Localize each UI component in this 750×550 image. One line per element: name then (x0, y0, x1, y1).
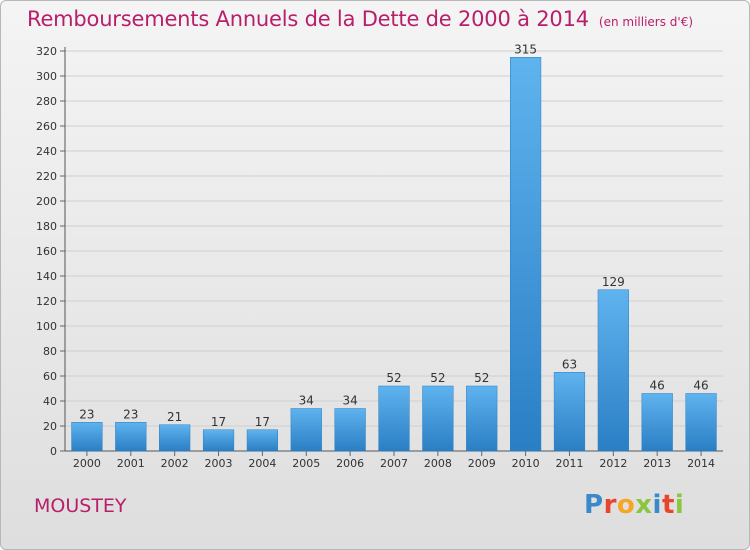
data-label: 129 (602, 275, 625, 289)
logo-letter: o (616, 490, 636, 520)
x-tick-label: 2005 (292, 457, 320, 470)
y-tick-label: 180 (36, 220, 57, 233)
x-tick-label: 2010 (512, 457, 540, 470)
y-tick-label: 260 (36, 120, 57, 133)
logo-letter: x (635, 490, 653, 520)
x-tick-label: 2013 (643, 457, 671, 470)
x-tick-label: 2001 (117, 457, 145, 470)
bar (597, 289, 629, 452)
y-tick-label: 40 (43, 395, 57, 408)
data-label: 23 (123, 407, 138, 421)
bar (71, 422, 103, 452)
y-tick-label: 120 (36, 295, 57, 308)
bar (685, 393, 717, 452)
x-tick-label: 2000 (73, 457, 101, 470)
y-tick-label: 20 (43, 420, 57, 433)
data-label: 46 (693, 379, 708, 393)
bar-chart: 23 23 21 17 17 34 34 52 52 52 315 63 129 46 46 0 20 40 60… (36, 42, 723, 470)
bar (641, 393, 673, 452)
chart-title: Remboursements Annuels de la Dette de 20… (27, 7, 589, 31)
bar (290, 408, 322, 452)
bar (509, 57, 542, 452)
bar (378, 385, 410, 452)
data-labels: 23 23 21 17 17 34 34 52 52 52 315 63 129 46 46 (79, 42, 708, 429)
y-tick-label: 0 (50, 445, 57, 458)
y-tick-label: 220 (36, 170, 57, 183)
y-tick-label: 140 (36, 270, 57, 283)
bar (159, 424, 191, 452)
bar (466, 385, 498, 452)
data-label: 315 (514, 42, 537, 56)
x-tick-label: 2008 (424, 457, 452, 470)
data-label: 17 (211, 415, 226, 429)
bars (71, 57, 717, 452)
data-label: 63 (562, 357, 577, 371)
bar (246, 429, 279, 452)
y-tick-label: 100 (36, 320, 57, 333)
tick-labels: 0 20 40 60 80 100 120 140 160 180 200 220 240 260 280 3… (36, 45, 715, 470)
x-tick-label: 2007 (380, 457, 408, 470)
x-tick-label: 2003 (205, 457, 233, 470)
y-tick-label: 300 (36, 70, 57, 83)
logo-letter: i (674, 490, 685, 520)
bar (202, 429, 235, 452)
data-label: 21 (167, 410, 182, 424)
bar (553, 372, 586, 452)
bar (422, 385, 454, 452)
x-tick-label: 2012 (599, 457, 627, 470)
logo-letter: P (584, 490, 604, 520)
data-label: 23 (79, 407, 94, 421)
x-tick-label: 2002 (161, 457, 189, 470)
y-tick-label: 320 (36, 45, 57, 58)
data-label: 46 (650, 379, 665, 393)
x-tick-label: 2004 (248, 457, 276, 470)
x-tick-label: 2006 (336, 457, 364, 470)
bar (334, 408, 366, 452)
y-tick-label: 160 (36, 245, 57, 258)
logo-letter: t (661, 490, 675, 520)
proxiti-logo[interactable]: Proxiti (584, 490, 684, 520)
bar (115, 422, 147, 452)
data-label: 34 (342, 394, 357, 408)
data-label: 17 (255, 415, 270, 429)
x-tick-label: 2009 (468, 457, 496, 470)
y-tick-label: 240 (36, 145, 57, 158)
title-block: Remboursements Annuels de la Dette de 20… (27, 7, 693, 31)
data-label: 34 (299, 394, 314, 408)
y-tick-label: 200 (36, 195, 57, 208)
x-tick-label: 2011 (555, 457, 583, 470)
logo-letter: r (603, 490, 617, 520)
y-tick-label: 60 (43, 370, 57, 383)
y-tick-label: 80 (43, 345, 57, 358)
data-label: 52 (474, 371, 489, 385)
logo-letter: i (652, 490, 662, 520)
y-tick-label: 280 (36, 95, 57, 108)
chart-subtitle: (en milliers d'€) (598, 15, 694, 29)
x-tick-label: 2014 (687, 457, 715, 470)
commune-name: MOUSTEY (34, 495, 127, 517)
data-label: 52 (430, 371, 445, 385)
data-label: 52 (386, 371, 401, 385)
